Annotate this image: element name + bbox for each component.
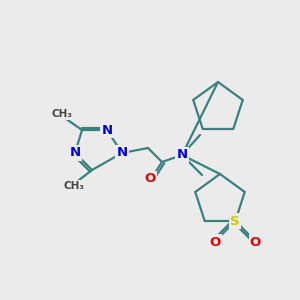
Text: O: O (210, 236, 221, 248)
Text: O: O (250, 236, 261, 248)
Text: CH₃: CH₃ (64, 181, 85, 191)
Text: O: O (144, 172, 156, 185)
Text: S: S (230, 214, 240, 227)
Text: N: N (101, 124, 112, 136)
Text: N: N (176, 148, 188, 161)
Text: N: N (116, 146, 128, 160)
Text: CH₃: CH₃ (52, 109, 73, 119)
Text: N: N (69, 146, 81, 160)
